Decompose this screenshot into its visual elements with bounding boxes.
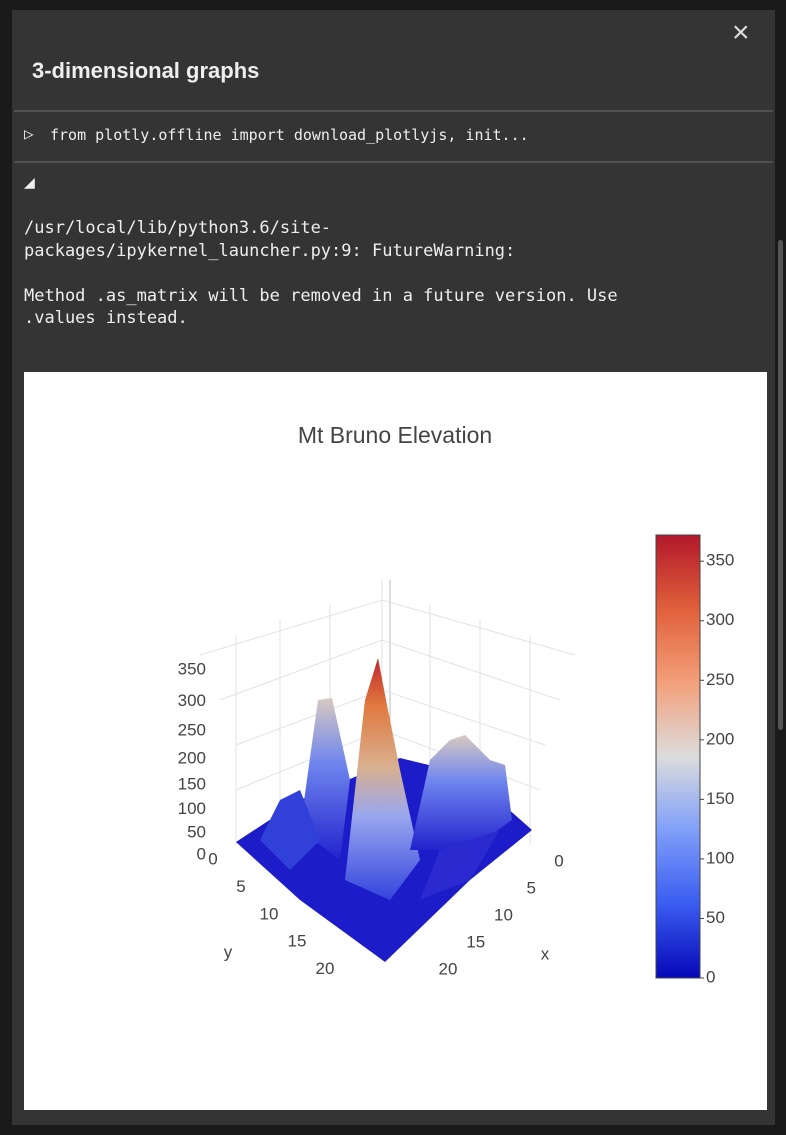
y-tick-label: 20 (316, 959, 335, 978)
x-tick-label: 15 (466, 932, 485, 951)
z-tick-label: 150 (178, 774, 206, 793)
chart-title: Mt Bruno Elevation (298, 422, 492, 448)
x-axis-label: x (541, 944, 550, 963)
y-tick-label: 5 (236, 877, 245, 896)
plot-background (24, 372, 767, 1110)
colorbar-tick-label: 100 (706, 848, 734, 867)
x-tick-label: 0 (554, 851, 563, 870)
z-tick-label: 300 (178, 691, 206, 710)
colorbar-tick-label: 50 (706, 908, 725, 927)
z-tick-label: 350 (178, 660, 206, 679)
close-button[interactable]: × (732, 16, 750, 49)
separator (14, 161, 773, 163)
y-tick-label: 10 (260, 904, 279, 923)
colorbar-tick-label: 300 (706, 610, 734, 629)
colorbar-tick-label: 0 (706, 967, 715, 986)
scrollbar[interactable] (778, 240, 783, 730)
colorbar (655, 534, 701, 979)
output-line: .values instead. (24, 308, 188, 328)
y-tick-label: 15 (288, 932, 307, 951)
z-tick-label: 100 (178, 799, 206, 818)
separator (14, 110, 773, 112)
z-tick-label: 200 (178, 748, 206, 767)
output-toggle[interactable]: ◢ (24, 172, 35, 193)
z-tick-label: 50 (187, 822, 206, 841)
z-tick-label: 250 (178, 721, 206, 740)
code-toggle[interactable]: ▷ (24, 124, 34, 143)
chart: Mt Bruno Elevation x y 05010015020025030… (24, 372, 767, 1110)
output-line: /usr/local/lib/python3.6/site- (24, 218, 332, 238)
colorbar-tick-label: 150 (706, 789, 734, 808)
y-axis-label: y (224, 942, 233, 961)
colorbar-tick-label: 200 (706, 729, 734, 748)
z-tick-label: 0 (197, 844, 206, 863)
output-line: Method .as_matrix will be removed in a f… (24, 285, 618, 306)
colorbar-tick-label: 250 (706, 670, 734, 689)
x-tick-label: 10 (494, 905, 513, 924)
x-tick-label: 20 (439, 959, 458, 978)
output-line: packages/ipykernel_launcher.py:9: Future… (24, 240, 516, 261)
y-tick-label: 0 (208, 849, 217, 868)
colorbar-tick-label: 350 (706, 551, 734, 570)
surface (236, 658, 532, 962)
panel-title: 3-dimensional graphs (32, 58, 260, 83)
code-preview[interactable]: from plotly.offline import download_plot… (50, 126, 529, 144)
x-tick-label: 5 (527, 878, 536, 897)
